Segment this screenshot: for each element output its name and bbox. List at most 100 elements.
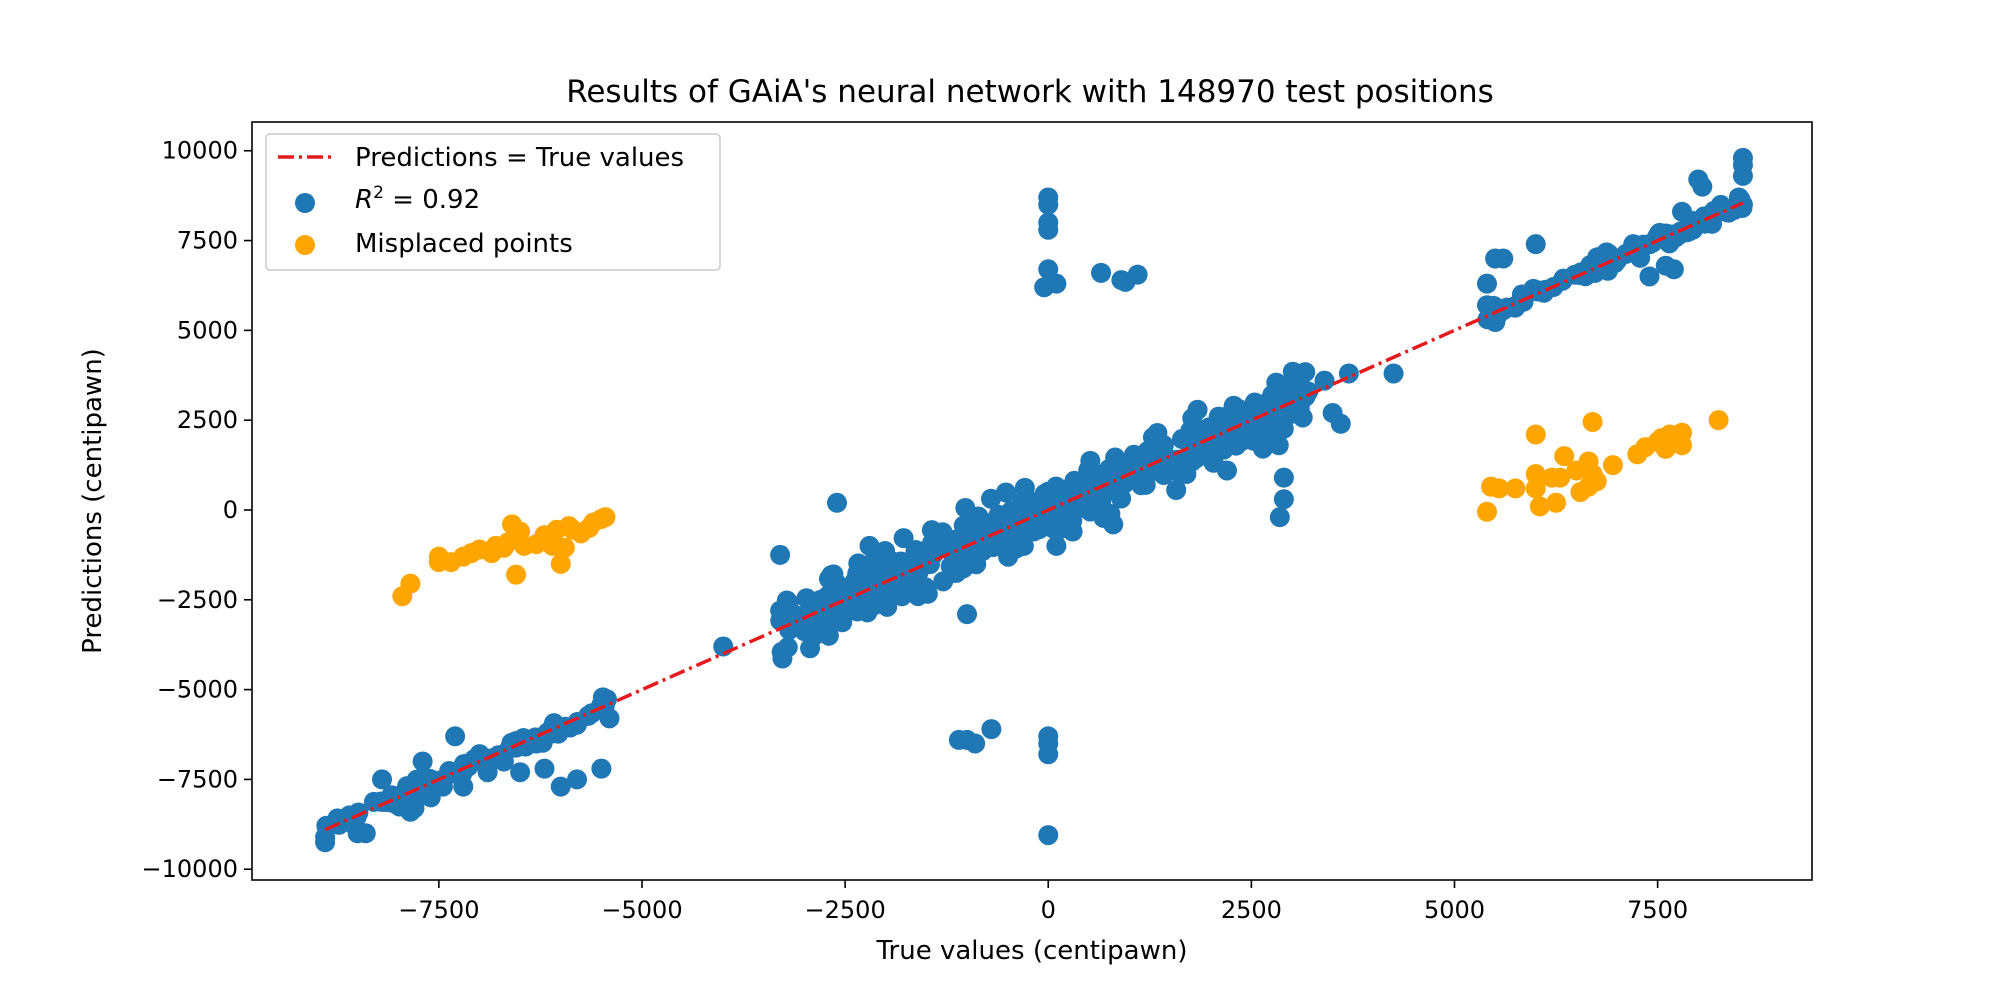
point-r2 [1091, 262, 1112, 283]
point-r2 [860, 589, 881, 610]
y-tick-label: −2500 [157, 586, 238, 614]
point-r2 [1265, 406, 1286, 427]
point-r2 [1639, 266, 1660, 287]
point-r2 [1493, 248, 1514, 269]
series-layer [315, 147, 1753, 853]
point-misplaced [1529, 496, 1550, 517]
x-tick-label: 7500 [1627, 896, 1688, 924]
point-r2 [1298, 381, 1319, 402]
point-r2 [372, 769, 392, 790]
y-tick-label: 7500 [177, 227, 238, 255]
point-misplaced [1525, 478, 1546, 499]
point-r2 [1665, 227, 1686, 248]
plot-frame [251, 121, 1813, 881]
point-r2 [818, 625, 839, 646]
point-r2 [599, 708, 620, 729]
point-misplaced [506, 564, 527, 585]
point-r2 [1062, 521, 1083, 542]
point-r2 [1127, 264, 1148, 285]
point-r2 [955, 497, 976, 518]
x-tick-label: 0 [1041, 896, 1056, 924]
point-r2 [1273, 467, 1294, 488]
y-tick-label: 10000 [162, 137, 238, 165]
point-misplaced [400, 573, 421, 594]
point-r2 [1663, 259, 1684, 280]
point-r2 [493, 751, 514, 772]
point-r2 [1692, 176, 1713, 197]
point-r2 [965, 517, 986, 538]
x-axis-label: True values (centipawn) [876, 936, 1188, 966]
point-misplaced [1586, 471, 1607, 492]
point-misplaced [1554, 446, 1575, 467]
x-axis: −7500 −5000 −2500 0 2500 5000 7500 [398, 880, 1688, 924]
point-misplaced [1505, 478, 1526, 499]
point-r2 [1269, 507, 1290, 528]
reference-line-layer [324, 201, 1744, 832]
chart-title: Results of GAiA's neural network with 14… [566, 74, 1494, 110]
point-r2 [1590, 252, 1611, 273]
point-r2 [550, 776, 571, 797]
point-r2 [567, 769, 587, 790]
point-r2 [1383, 363, 1404, 384]
point-misplaced [1602, 455, 1623, 476]
legend-label-r2-sup: 2 [373, 183, 384, 203]
point-r2 [453, 776, 474, 797]
point-r2 [1477, 295, 1497, 316]
point-r2 [355, 823, 376, 844]
point-r2 [445, 726, 466, 747]
point-r2 [1219, 404, 1240, 425]
x-tick-label: 2500 [1221, 896, 1282, 924]
point-r2 [848, 573, 869, 594]
x-tick-label: −7500 [398, 896, 479, 924]
point-r2 [1732, 165, 1753, 186]
point-r2 [981, 719, 1002, 740]
point-r2 [1038, 194, 1059, 215]
point-r2 [1330, 413, 1351, 434]
point-r2 [1073, 497, 1094, 518]
point-r2 [1046, 476, 1067, 497]
series-r2 [315, 147, 1753, 853]
point-r2 [1295, 362, 1316, 383]
point-r2 [1166, 479, 1187, 500]
point-r2 [1564, 264, 1585, 285]
point-misplaced [595, 507, 616, 528]
y-tick-label: 5000 [177, 316, 238, 344]
point-r2 [371, 791, 392, 812]
point-r2 [772, 648, 793, 669]
point-r2 [1477, 273, 1497, 294]
point-r2 [1266, 388, 1287, 409]
point-r2 [1241, 428, 1262, 449]
point-r2 [770, 600, 791, 621]
point-r2 [826, 573, 847, 594]
point-r2 [1046, 535, 1067, 556]
legend: Predictions = True values R2 = 0.92 Misp… [265, 133, 721, 271]
y-axis: −10000 −7500 −5000 −2500 0 2500 5000 7500 10000 [142, 137, 252, 883]
reference-line [324, 201, 1744, 832]
point-r2 [526, 733, 547, 754]
point-r2 [1103, 514, 1124, 535]
series-misplaced [392, 410, 1729, 607]
point-r2 [957, 604, 977, 625]
x-tick-label: −5000 [601, 896, 682, 924]
y-tick-label: −10000 [142, 855, 238, 883]
point-r2 [1202, 418, 1223, 439]
point-r2 [859, 535, 880, 556]
point-r2 [1525, 234, 1546, 255]
point-r2 [1187, 399, 1208, 420]
legend-label-misplaced: Misplaced points [355, 229, 573, 259]
point-r2 [591, 758, 612, 779]
y-tick-label: 0 [223, 496, 238, 524]
point-r2 [1217, 460, 1237, 481]
point-r2 [404, 798, 425, 819]
point-misplaced [1550, 467, 1571, 488]
point-r2 [510, 762, 531, 783]
point-r2 [1314, 370, 1335, 391]
point-r2 [886, 554, 907, 575]
point-r2 [1038, 733, 1059, 754]
point-r2 [942, 562, 963, 583]
point-r2 [1672, 201, 1692, 222]
point-misplaced [550, 553, 571, 574]
point-r2 [1038, 825, 1059, 846]
point-r2 [1157, 453, 1178, 474]
y-axis-label: Predictions (centipawn) [78, 348, 108, 654]
